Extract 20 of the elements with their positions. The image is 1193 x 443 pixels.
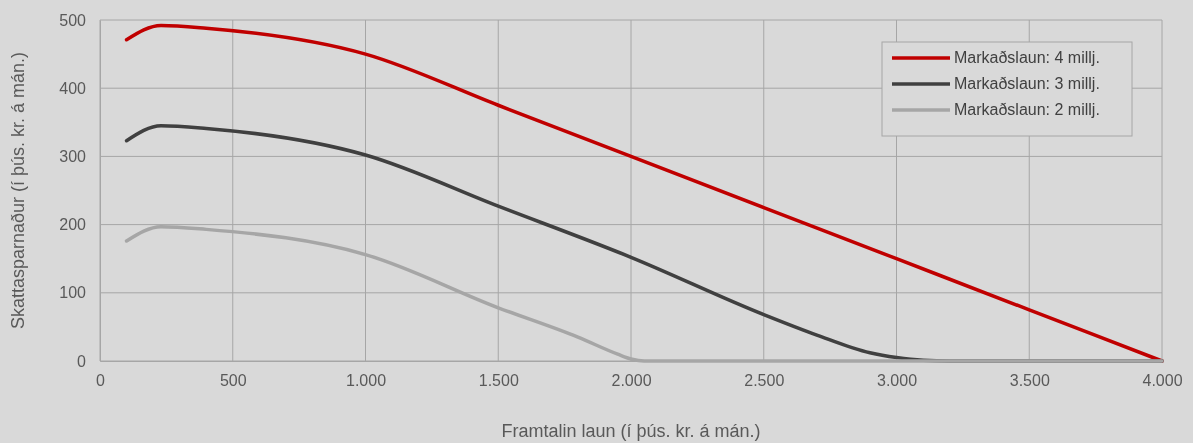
- x-axis-title: Framtalin laun (í þús. kr. á mán.): [501, 421, 761, 441]
- x-tick-label: 3.500: [1009, 372, 1050, 390]
- legend-label: Markaðslaun: 2 millj.: [954, 101, 1100, 118]
- legend-label: Markaðslaun: 4 millj.: [954, 49, 1100, 66]
- y-tick-label: 500: [59, 11, 87, 29]
- y-tick-label: 300: [59, 148, 87, 166]
- x-tick-label: 1.000: [345, 372, 387, 390]
- y-tick-label: 100: [59, 284, 87, 302]
- y-tick-label: 400: [59, 79, 87, 97]
- y-tick-label: 0: [77, 352, 87, 370]
- x-tick-label: 2.000: [611, 372, 652, 390]
- x-tick-label: 0: [96, 372, 106, 390]
- x-tick-label: 2.500: [744, 372, 785, 390]
- y-axis-title: Skattasparnaður (í þús. kr. á mán.): [8, 51, 28, 330]
- x-tick-label: 1.500: [478, 372, 519, 390]
- y-tick-label: 200: [59, 216, 87, 234]
- x-tick-label: 4.000: [1142, 372, 1183, 390]
- x-tick-label: 500: [219, 372, 247, 390]
- x-tick-label: 3.000: [876, 372, 918, 390]
- legend-label: Markaðslaun: 3 millj.: [954, 75, 1100, 92]
